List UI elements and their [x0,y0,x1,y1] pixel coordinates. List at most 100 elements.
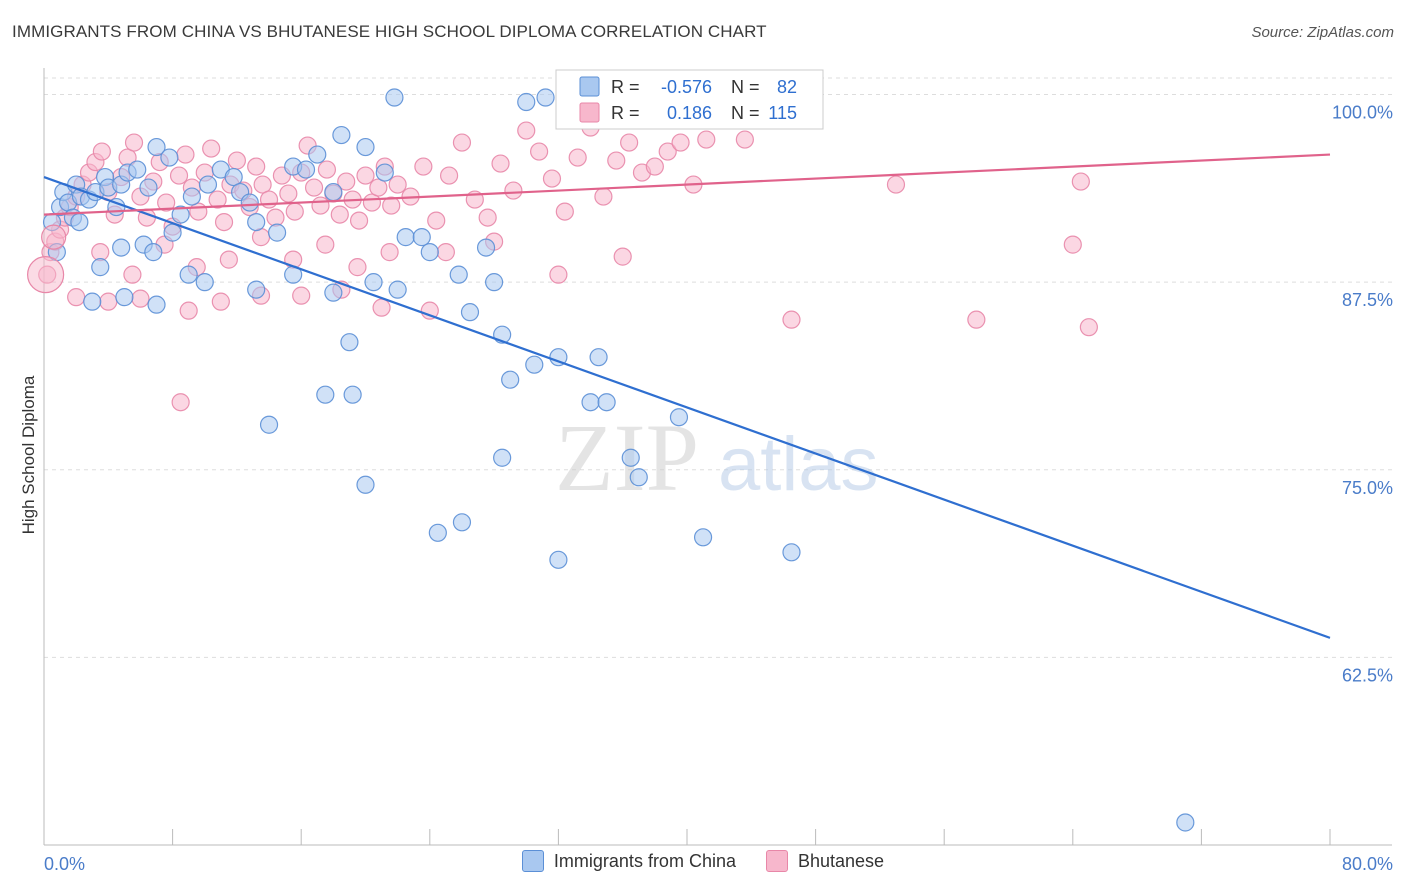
china-point [179,265,198,284]
bhutan-point [427,211,446,230]
china-point [147,137,166,157]
bhutan-point [452,133,472,152]
china-point [1176,813,1195,832]
bhutan-point [645,157,664,176]
bhutan-point [549,265,568,284]
watermark-atlas: atlas [718,422,879,507]
bhutan-point [251,228,271,247]
chart-title: IMMIGRANTS FROM CHINA VS BHUTANESE HIGH … [12,22,767,41]
china-point [343,385,362,404]
bhutan-point [311,196,330,215]
source-label: Source: ZipAtlas.com [1251,24,1394,41]
legend-item-bhutan[interactable]: Bhutanese [765,850,884,872]
bhutan-point [202,139,221,158]
series-legend: Immigrants from China Bhutanese [0,850,1406,872]
bhutan-point [279,184,298,203]
bhutan-point [382,196,401,215]
china-point [240,193,259,212]
bhutan-point [330,205,349,224]
bhutan-point [169,166,189,185]
china-point [669,408,689,427]
bhutan-point [1063,235,1082,254]
china-point [195,273,214,292]
stats-legend-bhutan-r-label: R = [611,103,640,123]
bhutan-point [219,250,238,269]
bhutan-point [304,178,324,197]
stats-legend-china-r-label: R = [611,77,640,97]
china-point [147,295,166,314]
bhutan-point [356,166,375,185]
china-point [621,448,640,467]
stats-legend-china-n-label: N = [731,77,760,97]
stats-legend-bhutan-n-value: 115 [768,103,797,123]
china-point [589,348,608,367]
china-point [364,273,383,292]
china-point [693,528,713,547]
bhutan-point [436,243,455,262]
china-point [332,125,351,145]
bhutan-point [782,310,801,329]
china-point [420,243,439,262]
china-point [324,283,343,302]
china-point [340,333,359,352]
bhutan-point [607,151,626,170]
bhutan-point [214,212,234,232]
legend-item-china[interactable]: Immigrants from China [521,850,736,872]
bhutan-point [542,169,562,188]
bhutan-point [1079,318,1098,337]
stats-legend-bhutan-r-value: 0.186 [667,103,712,123]
grid-layer [44,77,1392,658]
bhutan-point [285,202,304,221]
china-point [259,415,279,434]
stats-legend-bhutan-swatch [579,102,600,123]
china-point [139,178,158,197]
bhutan-point [517,121,536,140]
stats-legend-china-n-value: 82 [777,77,797,97]
bhutan-point [211,292,230,311]
bhutan-point [208,190,227,209]
china-trend-line [43,176,1331,639]
bhutan-point [372,298,391,317]
china-point [629,468,648,487]
china-point [70,212,89,232]
china-point [428,523,447,542]
bhutan-point [697,130,716,149]
china-point [316,385,335,404]
y-axis-label: High School Diploma [19,375,38,534]
china-point [597,393,616,412]
china-point [247,212,266,232]
bhutan-point [157,193,176,212]
bhutan-point [253,175,272,194]
y-tick-label: 75.0% [1342,478,1393,498]
bhutan-point [658,142,677,161]
bhutan-point [317,160,337,179]
china-point [112,238,131,257]
bhutan-point [176,145,195,164]
bhutan-point [67,288,86,307]
stats-legend-bhutan-n-label: N = [731,103,760,123]
stats-legend-china-swatch [579,76,600,97]
china-point [324,182,343,202]
bhutan-point [27,256,65,294]
china-point [115,288,134,307]
china-point [501,370,520,389]
bhutan-point [99,292,118,311]
x-tick-label: 0.0% [44,854,85,874]
china-point [160,148,179,167]
china-point [198,175,218,194]
china-point [91,258,110,277]
china-point [388,280,407,299]
y-tick-label: 100.0% [1332,103,1393,123]
china-point [476,238,496,257]
bhutan-point [124,133,144,152]
y-tick-label: 87.5% [1342,290,1393,310]
china-point [385,88,404,107]
stats-legend: R = -0.576 N = 82 R = 0.186 N = 115 [555,69,824,130]
watermark: ZIP atlas [555,404,879,511]
bhutan-point [735,130,754,149]
bhutan-point [179,301,198,320]
bhutan-point [123,265,142,284]
bhutan-point [380,243,399,262]
china-point [517,92,536,112]
bhutan-point [478,208,497,227]
